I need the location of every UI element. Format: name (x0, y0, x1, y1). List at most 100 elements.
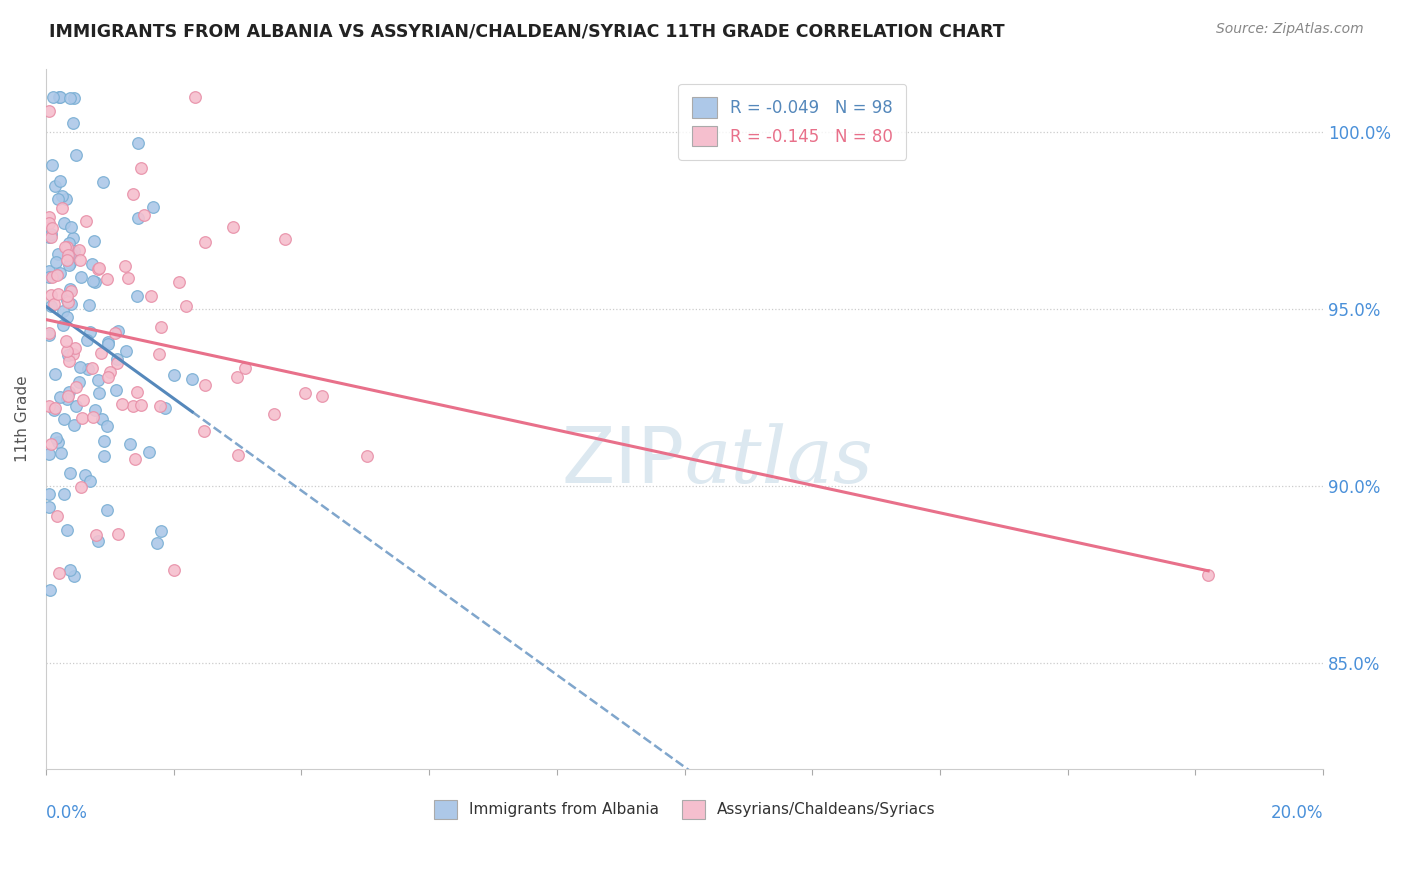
Point (146, 535, 169, 549)
Point (79, 475, 101, 489)
Point (163, 563, 186, 577)
Point (56, 295, 79, 310)
Point (59, 466, 82, 480)
Point (194, 235, 217, 250)
Point (273, 232, 295, 246)
Point (38, 327, 60, 342)
Point (311, 389, 333, 403)
Point (84, 527, 107, 541)
Point (70, 270, 93, 285)
Point (45, 255, 67, 269)
Point (73, 468, 96, 483)
Point (97, 335, 120, 350)
Point (96, 272, 118, 286)
Point (59, 563, 82, 577)
Point (56, 348, 79, 362)
Point (38, 264, 60, 278)
Point (59, 297, 82, 311)
Point (65, 399, 87, 413)
Point (122, 399, 145, 413)
Point (60, 246, 83, 260)
Point (38, 326, 60, 340)
Point (56, 392, 79, 406)
Point (53, 412, 76, 426)
Point (48, 434, 70, 449)
Point (55, 289, 77, 303)
Point (235, 360, 257, 375)
Point (48, 266, 70, 280)
Point (82, 274, 104, 288)
Point (46, 287, 69, 301)
Point (52, 318, 75, 333)
Point (263, 407, 285, 421)
Point (226, 370, 249, 384)
Point (83, 275, 105, 289)
Point (51, 189, 73, 203)
Point (38, 230, 60, 244)
Point (100, 365, 122, 379)
Point (153, 401, 176, 416)
Point (52, 216, 75, 230)
Point (77, 297, 100, 311)
Point (105, 351, 128, 366)
Point (69, 480, 91, 494)
Point (149, 400, 172, 414)
Point (105, 356, 128, 370)
Point (184, 90, 207, 104)
Point (69, 359, 91, 374)
Point (58, 389, 80, 403)
Point (87, 533, 110, 548)
Point (127, 136, 149, 150)
Point (41, 288, 63, 302)
Point (125, 289, 148, 303)
Point (38, 487, 60, 501)
Point (59, 282, 82, 296)
Point (77, 362, 100, 376)
Point (294, 386, 316, 401)
Point (44, 178, 66, 193)
Point (67, 244, 90, 258)
Point (46, 509, 69, 524)
Text: Source: ZipAtlas.com: Source: ZipAtlas.com (1216, 22, 1364, 37)
Point (52, 303, 75, 318)
Point (69, 252, 91, 267)
Point (150, 320, 173, 334)
Point (41, 269, 63, 284)
Point (91, 411, 114, 425)
Text: atlas: atlas (685, 423, 873, 500)
Point (42, 296, 65, 310)
Point (41, 158, 63, 172)
Point (39, 437, 62, 451)
Point (56, 343, 79, 358)
Point (174, 299, 197, 313)
Point (87, 261, 110, 276)
Point (58, 385, 80, 400)
Point (148, 346, 170, 360)
Point (59, 246, 82, 260)
Point (62, 231, 84, 245)
Point (104, 326, 127, 341)
Point (131, 161, 153, 175)
Point (82, 410, 104, 425)
Point (48, 90, 70, 104)
Point (122, 187, 145, 202)
Point (63, 568, 86, 582)
Point (63, 417, 86, 432)
Point (76, 334, 98, 348)
Point (44, 401, 66, 416)
Point (80, 257, 103, 271)
Point (194, 377, 217, 392)
Point (63, 244, 86, 258)
Point (125, 384, 148, 399)
Point (79, 325, 101, 339)
Point (107, 324, 129, 338)
Point (97, 370, 120, 384)
Point (149, 524, 172, 538)
Point (46, 247, 69, 261)
Point (59, 284, 82, 298)
Point (131, 398, 153, 412)
Point (65, 379, 87, 393)
Point (96, 503, 118, 517)
Point (181, 372, 204, 386)
Point (41, 299, 63, 313)
